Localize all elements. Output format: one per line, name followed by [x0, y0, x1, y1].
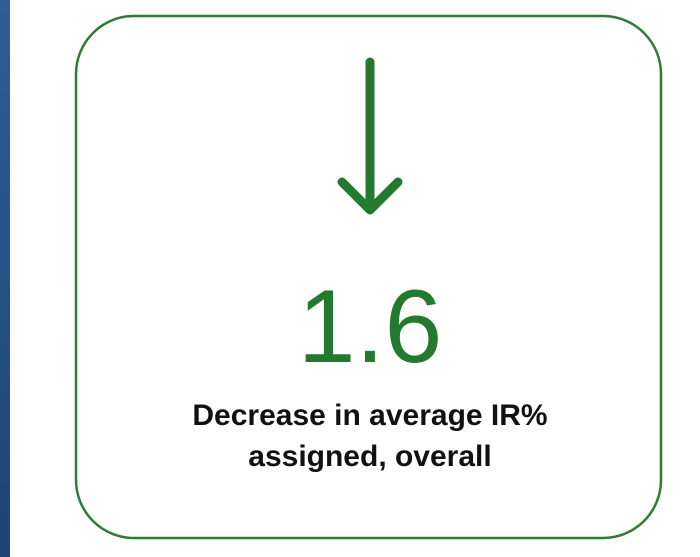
card-border — [74, 14, 663, 540]
kpi-value: 1.6 — [298, 269, 443, 385]
kpi-label-line: Decrease in average IR% — [192, 399, 547, 432]
kpi-label-line: assigned, overall — [248, 440, 491, 473]
down-arrow — [337, 57, 403, 215]
